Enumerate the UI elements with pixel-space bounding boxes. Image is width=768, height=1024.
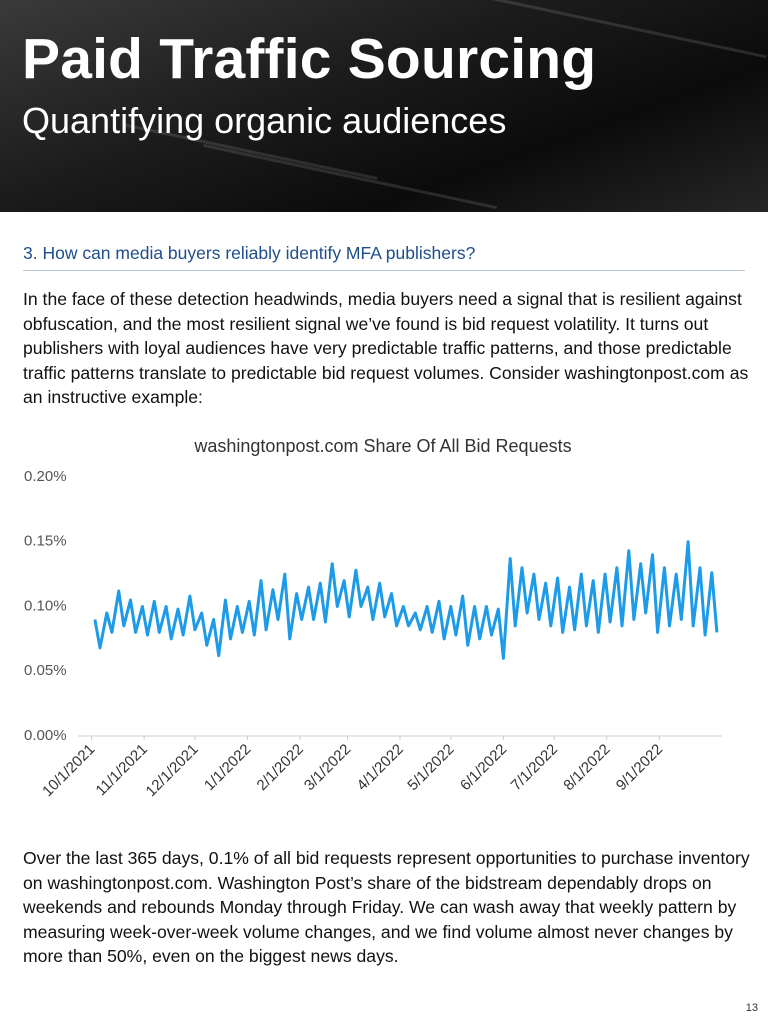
x-tick-label: 2/1/2022 [254, 741, 307, 794]
divider [23, 270, 745, 271]
paragraph: In the face of these detection headwinds… [23, 289, 749, 407]
title: Paid Traffic Sourcing [22, 27, 597, 91]
paragraph: Over the last 365 days, 0.1% of all bid … [23, 848, 750, 966]
x-tick-label: 8/1/2022 [560, 741, 613, 794]
y-tick-label: 0.10% [24, 597, 67, 614]
x-tick-label: 10/1/2021 [39, 741, 98, 800]
x-tick-label: 9/1/2022 [613, 741, 666, 794]
x-tick-label: 5/1/2022 [404, 741, 457, 794]
chart: washingtonpost.com Share Of All Bid Requ… [24, 436, 722, 800]
decoration [202, 143, 498, 210]
data-line [93, 540, 719, 660]
x-tick-label: 6/1/2022 [457, 741, 510, 794]
y-tick-label: 0.15% [24, 533, 67, 550]
section-heading: 3. How can media buyers reliably identif… [23, 243, 476, 263]
y-tick-label: 0.20% [24, 468, 67, 485]
page-number: 13 [745, 1002, 758, 1014]
y-tick-label: 0.05% [24, 662, 67, 679]
x-tick-label: 3/1/2022 [301, 741, 354, 794]
y-tick-label: 0.00% [24, 727, 67, 744]
x-tick-label: 1/1/2022 [201, 741, 254, 794]
x-tick-label: 12/1/2021 [143, 741, 202, 800]
x-tick-label: 11/1/2021 [92, 741, 150, 799]
x-tick-label: 4/1/2022 [354, 741, 407, 794]
x-tick-label: 7/1/2022 [508, 741, 561, 794]
subtitle: Quantifying organic audiences [22, 100, 507, 141]
chart-title: washingtonpost.com Share Of All Bid Requ… [193, 436, 571, 456]
header: Paid Traffic Sourcing Quantifying organi… [0, 0, 768, 212]
